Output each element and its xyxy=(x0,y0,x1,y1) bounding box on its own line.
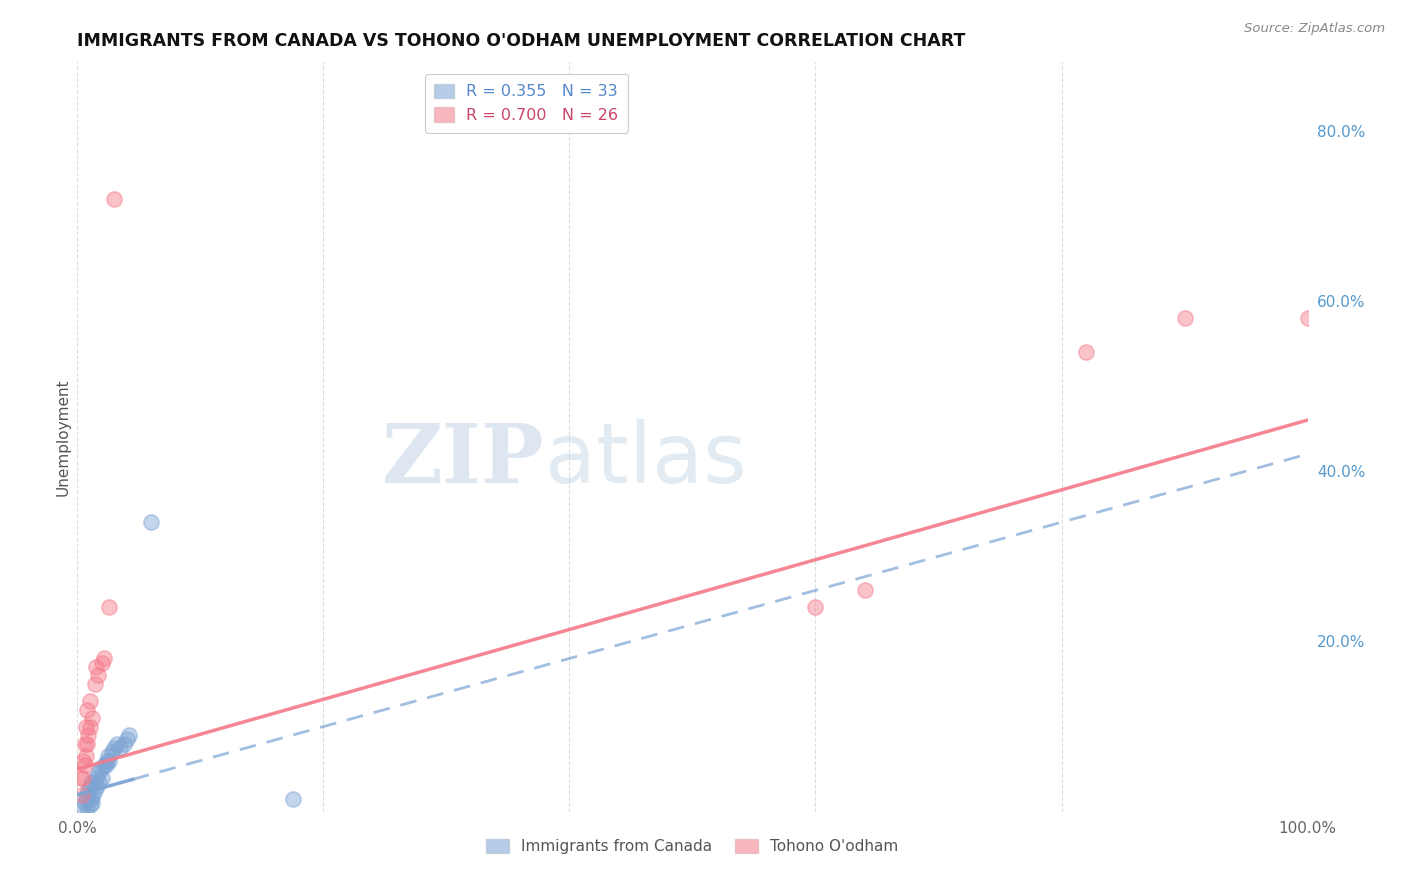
Point xyxy=(70,771,93,785)
Point xyxy=(73,758,96,772)
Point xyxy=(79,720,101,734)
Point xyxy=(110,740,132,755)
Point xyxy=(75,792,97,806)
Point xyxy=(84,771,107,785)
Point xyxy=(77,728,100,742)
Point xyxy=(79,779,101,793)
Point xyxy=(90,771,114,785)
Point xyxy=(76,702,98,716)
Point xyxy=(86,779,108,793)
Text: atlas: atlas xyxy=(546,419,747,500)
Point xyxy=(82,796,104,810)
Point xyxy=(79,797,101,812)
Point xyxy=(98,754,121,768)
Point xyxy=(103,192,125,206)
Point xyxy=(1174,310,1197,325)
Point xyxy=(72,754,94,768)
Point xyxy=(83,783,105,797)
Point xyxy=(141,515,163,529)
Point xyxy=(89,775,111,789)
Point xyxy=(804,600,827,615)
Point xyxy=(72,771,94,785)
Text: ZIP: ZIP xyxy=(382,419,546,500)
Point xyxy=(118,728,141,742)
Text: Source: ZipAtlas.com: Source: ZipAtlas.com xyxy=(1244,22,1385,36)
Point xyxy=(90,656,114,670)
Point xyxy=(103,740,125,755)
Point xyxy=(87,668,110,682)
Point xyxy=(90,762,112,776)
Point xyxy=(75,749,97,764)
Point xyxy=(82,775,104,789)
Point xyxy=(93,758,115,772)
Point xyxy=(73,796,96,810)
Point xyxy=(84,660,107,674)
Point xyxy=(97,749,120,764)
Point xyxy=(83,677,105,691)
Point xyxy=(80,792,103,806)
Point xyxy=(76,788,98,802)
Point xyxy=(93,651,115,665)
Point xyxy=(82,788,104,802)
Point xyxy=(96,754,118,768)
Y-axis label: Unemployment: Unemployment xyxy=(55,378,70,496)
Point xyxy=(76,800,98,814)
Point xyxy=(76,737,98,751)
Point xyxy=(70,788,93,802)
Point xyxy=(75,720,97,734)
Point xyxy=(281,792,304,806)
Point xyxy=(853,583,876,598)
Point xyxy=(1076,345,1098,359)
Text: IMMIGRANTS FROM CANADA VS TOHONO O'ODHAM UNEMPLOYMENT CORRELATION CHART: IMMIGRANTS FROM CANADA VS TOHONO O'ODHAM… xyxy=(77,32,966,50)
Point xyxy=(112,737,135,751)
Point xyxy=(115,732,138,747)
Point xyxy=(72,800,94,814)
Legend: Immigrants from Canada, Tohono O'odham: Immigrants from Canada, Tohono O'odham xyxy=(479,833,905,860)
Point xyxy=(77,783,100,797)
Point xyxy=(82,711,104,725)
Point xyxy=(105,737,128,751)
Point xyxy=(98,600,121,615)
Point xyxy=(1296,310,1319,325)
Point xyxy=(73,737,96,751)
Point xyxy=(79,694,101,708)
Point xyxy=(87,766,110,780)
Point xyxy=(94,758,117,772)
Point xyxy=(101,745,124,759)
